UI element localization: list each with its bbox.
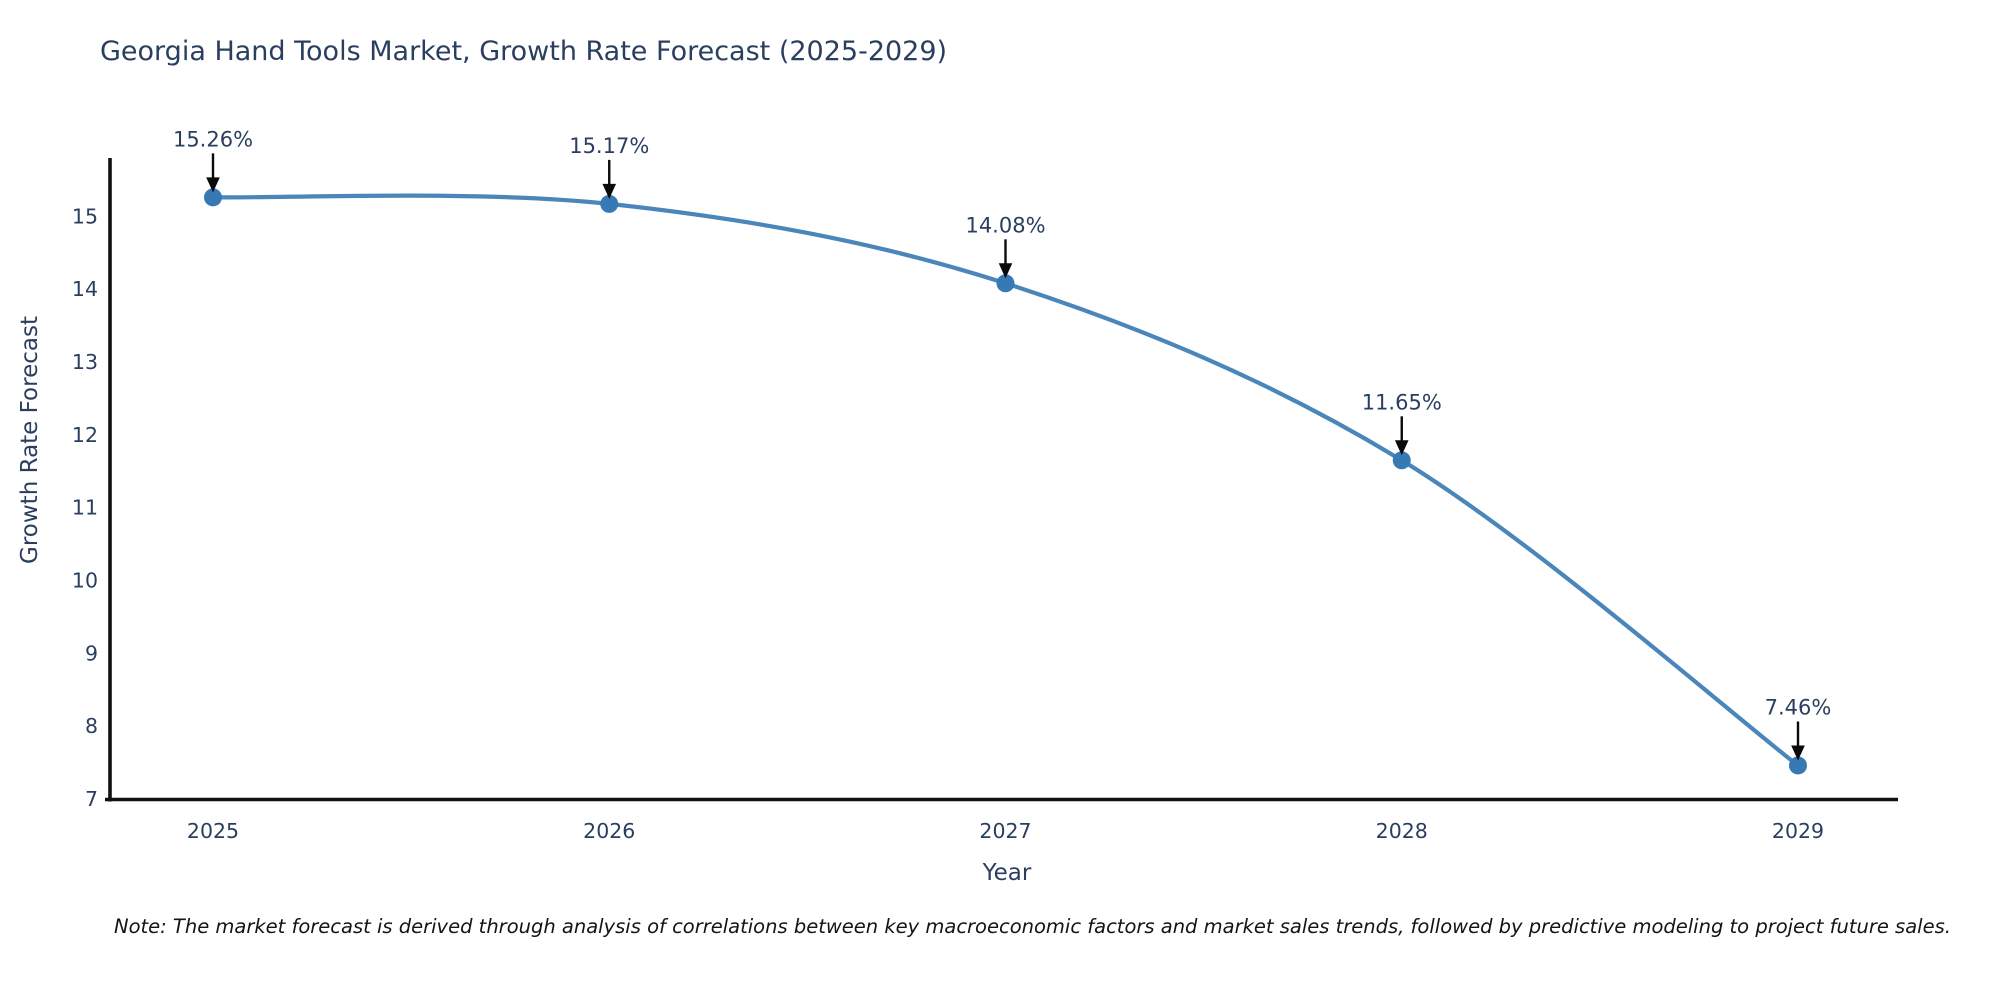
y-tick-label: 12 (72, 423, 98, 447)
chart-title: Georgia Hand Tools Market, Growth Rate F… (100, 36, 948, 67)
x-axis-title: Year (982, 860, 1032, 886)
y-tick-label: 13 (72, 350, 98, 374)
annotation-arrow-head (1394, 440, 1409, 456)
data-point-marker (996, 274, 1015, 293)
y-tick-label: 15 (72, 204, 98, 228)
data-point-label: 7.46% (1765, 695, 1832, 719)
data-point-label: 14.08% (965, 213, 1045, 237)
annotation-arrow-head (206, 177, 220, 193)
data-point-marker (204, 188, 222, 207)
x-tick-label: 2026 (583, 819, 635, 843)
data-point-label: 15.26% (173, 127, 253, 151)
forecast-line (210, 193, 1801, 768)
y-tick-label: 8 (85, 714, 98, 738)
x-tick-label: 2027 (979, 819, 1031, 843)
data-point-marker (1392, 451, 1411, 470)
y-tick-label: 11 (72, 496, 98, 520)
data-point-label: 11.65% (1362, 390, 1442, 414)
y-tick-label: 10 (72, 568, 98, 592)
y-tick-label: 14 (72, 277, 98, 301)
data-point-marker (600, 194, 619, 213)
x-tick-label: 2029 (1772, 819, 1824, 843)
x-tick-label: 2028 (1376, 819, 1428, 843)
annotation-arrow-head (998, 263, 1013, 279)
annotation-arrow-head (1791, 745, 1805, 761)
footnote: Note: The market forecast is derived thr… (114, 915, 1951, 938)
annotation-arrow-head (602, 183, 617, 199)
x-tick-label: 2025 (187, 819, 239, 843)
y-tick-label: 7 (85, 787, 98, 811)
data-point-label: 15.17% (569, 134, 649, 158)
data-point-marker (1789, 756, 1807, 775)
y-tick-label: 9 (85, 641, 98, 665)
